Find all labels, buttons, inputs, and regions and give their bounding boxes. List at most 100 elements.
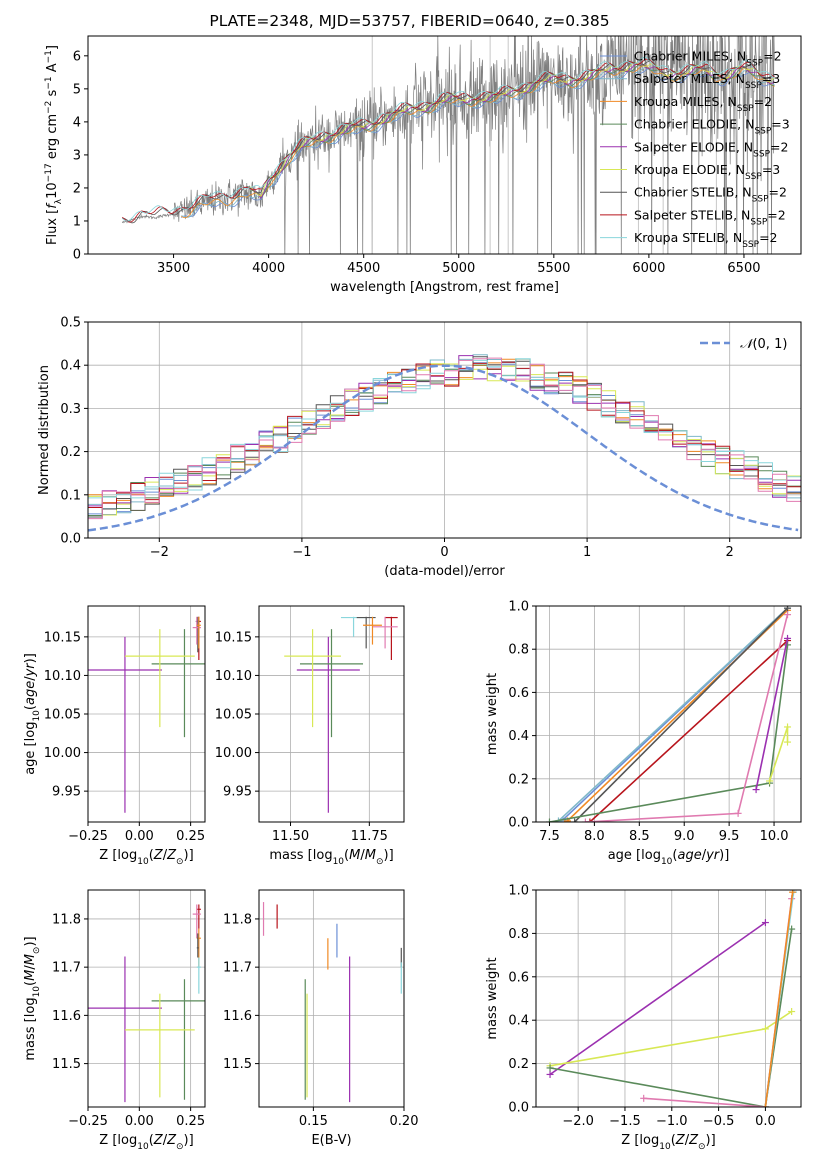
y-tick-label: 11.6	[52, 1009, 81, 1024]
label-part: −2	[44, 101, 54, 114]
label-part: Salpeter MILES, N	[634, 71, 745, 86]
label-part: Z	[166, 848, 177, 863]
weight-line	[549, 1010, 793, 1067]
y-tick-label: 0.2	[60, 445, 81, 460]
y-tick-label: 0.6	[508, 686, 529, 701]
y-tick-label: 0.3	[60, 402, 81, 417]
axes-frame	[535, 889, 802, 1108]
x-tick-label: 5000	[442, 261, 475, 276]
y-tick-label: 10.10	[44, 669, 81, 684]
figure-title: PLATE=2348, MJD=53757, FIBERID=0640, z=0…	[209, 12, 610, 30]
label-part: )	[383, 848, 388, 863]
label-part: erg cm	[45, 114, 60, 163]
label-part: log	[639, 1133, 659, 1148]
label-part: −17	[44, 163, 54, 182]
label-part: M	[23, 970, 38, 981]
label-part: mass [	[23, 1017, 38, 1060]
label-part: Z	[153, 1133, 164, 1148]
x-tick-label: 7.5	[539, 829, 560, 844]
axes-frame	[258, 889, 405, 1108]
label-part: SSP	[750, 217, 767, 227]
weight-line	[549, 928, 793, 1107]
y-tick-label: 0.5	[60, 316, 81, 331]
x-tick-label: 4000	[252, 261, 285, 276]
y-tick-label: 5	[73, 82, 81, 97]
label-part: (	[149, 1133, 154, 1148]
label-part: )	[23, 658, 38, 663]
label-part: /	[702, 848, 707, 863]
label-part: log	[117, 848, 137, 863]
x-tick-label: 3500	[157, 261, 190, 276]
panel-age_vs_mass: 11.50 11.75 9.95 10.00 10.05 10.10 10.15 mass […	[215, 605, 405, 867]
plot-area-mass_weight_vs_Z	[536, 890, 801, 1107]
x-tick-label: 6000	[632, 261, 665, 276]
label-part: ]	[23, 653, 38, 658]
x-axis-label: Z [log10(Z/Z⊙)]	[99, 1133, 193, 1152]
label-part: SSP	[752, 195, 769, 205]
label-part: Salpeter STELIB, N	[634, 207, 750, 222]
label-part: =3	[762, 162, 780, 177]
y-tick-label: 10.10	[215, 669, 252, 684]
label-part: ]	[189, 1133, 194, 1148]
y-tick-label: 0.1	[60, 488, 81, 503]
label-part: Z	[688, 1133, 699, 1148]
label-part: ]	[724, 848, 729, 863]
legend-label: Kroupa ELODIE, NSSP=3	[634, 162, 780, 182]
y-tick-label: 10.00	[44, 746, 81, 761]
label-part: Z [	[99, 848, 117, 863]
label-part: age [	[23, 741, 38, 774]
label-part: SSP	[745, 81, 762, 91]
label-part: Kroupa STELIB, N	[634, 230, 742, 245]
y-axis-label: Flux [fλ10−17 erg cm−2 s−1 A−1]	[44, 45, 64, 245]
y-tick-label: 0.6	[508, 970, 529, 985]
label-part: wavelength [Angstrom, rest frame]	[330, 280, 559, 295]
label-part: age	[677, 848, 701, 863]
label-part: (	[672, 848, 677, 863]
plot-area-residuals	[88, 322, 801, 538]
label-part: )	[706, 1133, 711, 1148]
x-axis-label: mass [log10(M/M⊙)]	[269, 848, 393, 867]
x-tick-label: −2.0	[562, 1114, 594, 1129]
x-axis-label: Z [log10(Z/Z⊙)]	[99, 848, 193, 867]
label-part: f	[45, 202, 60, 209]
plot-area-age_vs_Z	[88, 606, 205, 822]
y-tick-label: 1	[73, 214, 81, 229]
label-part: 10	[333, 857, 345, 867]
y-tick-label: 0.0	[508, 1101, 529, 1116]
y-tick-label: 11.7	[223, 961, 252, 976]
panel-age_vs_Z: −0.25 0.00 0.25 9.95 10.00 10.05 10.10 10.15 Z […	[23, 605, 206, 867]
label-part: log	[313, 848, 333, 863]
label-part: /	[23, 965, 38, 970]
x-tick-label: 11.50	[272, 829, 309, 844]
x-tick-label: 0.0	[755, 1114, 776, 1129]
label-part: /	[163, 848, 168, 863]
y-tick-label: 0.4	[60, 359, 81, 374]
x-tick-label: 4500	[347, 261, 380, 276]
y-tick-label: 4	[73, 115, 81, 130]
label-part: Kroupa ELODIE, N	[634, 162, 745, 177]
label-part: =3	[762, 71, 780, 86]
label-part: (data-model)/error	[384, 564, 505, 579]
legend-label: Chabrier ELODIE, NSSP=3	[634, 117, 790, 137]
y-tick-label: 11.8	[52, 912, 81, 927]
label-part: ⊙	[376, 857, 384, 867]
label-part: SSP	[746, 59, 763, 69]
x-tick-label: −0.5	[703, 1114, 735, 1129]
legend-label: 𝒩(0, 1)	[740, 337, 787, 352]
y-tick-label: 0.8	[508, 643, 529, 658]
x-tick-label: 8.0	[584, 829, 605, 844]
label-part: ⊙	[698, 1142, 706, 1152]
y-tick-label: 1.0	[508, 600, 529, 615]
label-part: SSP	[753, 149, 770, 159]
label-part: (	[23, 981, 38, 986]
y-tick-label: 3	[73, 148, 81, 163]
label-part: ]	[189, 848, 194, 863]
y-axis-label: age [log10(age/yr)]	[23, 653, 42, 775]
label-part: ]	[389, 848, 394, 863]
label-part: Z	[153, 848, 164, 863]
weight-line	[585, 614, 789, 822]
y-tick-label: 2	[73, 181, 81, 196]
label-part: yr	[23, 662, 38, 678]
